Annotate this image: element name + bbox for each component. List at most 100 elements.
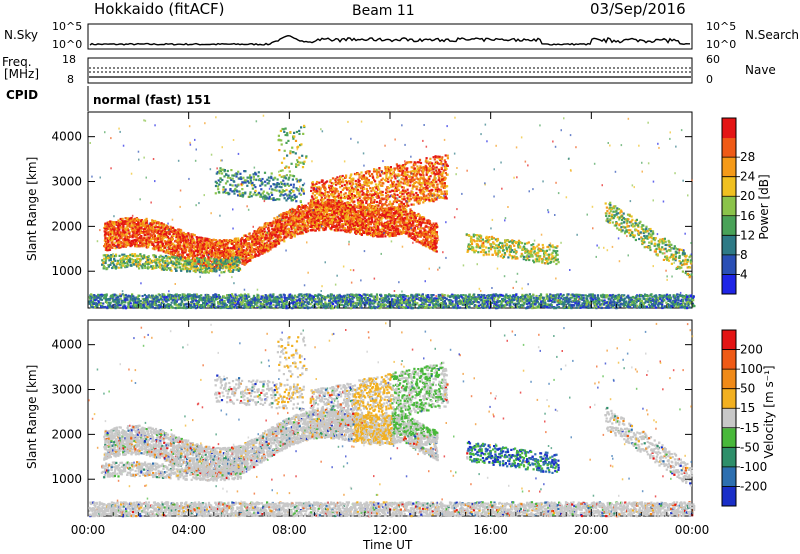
range-cell: [253, 233, 256, 236]
range-cell: [125, 236, 129, 239]
range-cell: [224, 262, 228, 266]
range-cell: [242, 245, 245, 248]
range-cell: [270, 234, 274, 237]
range-cell: [294, 219, 297, 222]
range-cell: [110, 254, 113, 257]
range-cell: [423, 235, 426, 238]
range-cell: [183, 251, 187, 254]
range-cell: [162, 223, 165, 226]
range-cell: [428, 226, 431, 229]
range-cell: [277, 229, 280, 232]
range-cell: [399, 213, 402, 216]
noise-trace: [89, 34, 690, 46]
range-cell: [218, 262, 221, 265]
range-cell: [318, 185, 321, 189]
range-cell: [179, 256, 182, 259]
range-cell: [140, 226, 143, 229]
range-cell: [369, 223, 372, 226]
range-cell: [381, 212, 384, 215]
range-cell: [425, 225, 428, 228]
range-cell: [363, 231, 366, 234]
range-cell: [121, 256, 125, 259]
range-cell: [181, 244, 184, 247]
range-cell: [319, 217, 322, 220]
range-cell: [109, 258, 112, 262]
range-cell: [169, 240, 172, 243]
range-cell: [285, 212, 288, 216]
range-cell: [232, 253, 235, 256]
range-cell: [179, 242, 182, 245]
range-cell: [413, 218, 417, 221]
range-cell: [412, 237, 415, 240]
range-cell: [297, 209, 300, 212]
range-cell: [315, 182, 318, 185]
range-cell: [287, 221, 290, 224]
range-cell: [256, 249, 259, 252]
range-cell: [318, 226, 321, 229]
range-cell: [148, 258, 151, 261]
range-cell: [406, 216, 409, 219]
range-cell: [211, 249, 214, 252]
range-cell: [311, 220, 314, 223]
range-cell: [216, 244, 219, 247]
range-cell: [116, 261, 119, 264]
range-cell: [305, 230, 308, 234]
range-cell: [277, 225, 281, 228]
range-cell: [142, 223, 145, 226]
range-cell: [294, 215, 297, 218]
range-cell: [256, 237, 259, 240]
range-cell: [199, 241, 202, 244]
range-cell: [256, 235, 259, 238]
range-cell: [405, 221, 408, 224]
range-cell: [163, 266, 166, 269]
range-cell: [363, 217, 366, 220]
range-cell: [183, 235, 186, 238]
range-cell: [226, 266, 229, 269]
range-cell: [293, 208, 296, 212]
range-cell: [394, 208, 397, 211]
range-cell: [312, 188, 315, 191]
range-cell: [423, 241, 426, 244]
range-cell: [295, 222, 298, 225]
range-cell: [322, 198, 325, 201]
range-cell: [318, 223, 321, 226]
range-cell: [181, 253, 184, 256]
range-cell: [363, 211, 367, 214]
range-cell: [147, 231, 150, 234]
range-cell: [143, 239, 146, 242]
range-cell: [191, 255, 194, 258]
range-cell: [114, 237, 117, 240]
range-cell: [330, 209, 333, 213]
range-cell: [337, 229, 340, 232]
range-cell: [215, 268, 218, 271]
range-cell: [167, 238, 170, 242]
range-cell: [389, 224, 392, 227]
range-cell: [288, 212, 291, 215]
range-cell: [249, 252, 252, 255]
range-cell: [380, 218, 383, 221]
range-cell: [279, 231, 282, 234]
range-cell: [214, 252, 217, 255]
range-cell: [314, 221, 317, 225]
range-cell: [160, 231, 163, 234]
range-cell: [238, 254, 241, 257]
noise-panel-frame: [87, 23, 693, 50]
range-cell: [236, 260, 239, 263]
range-cell: [394, 225, 397, 228]
range-cell: [205, 246, 208, 249]
range-cell: [290, 225, 293, 228]
range-cell: [262, 233, 265, 236]
range-cell: [106, 267, 109, 270]
range-cell: [429, 226, 433, 229]
range-cell: [220, 271, 223, 274]
range-cell: [161, 267, 164, 270]
range-cell: [431, 234, 434, 237]
range-cell: [164, 244, 167, 247]
range-cell: [135, 234, 138, 237]
range-cell: [114, 222, 117, 225]
range-cell: [121, 217, 124, 220]
range-cell: [144, 242, 147, 245]
range-cell: [376, 228, 379, 232]
range-cell: [372, 214, 375, 217]
range-cell: [105, 232, 108, 236]
